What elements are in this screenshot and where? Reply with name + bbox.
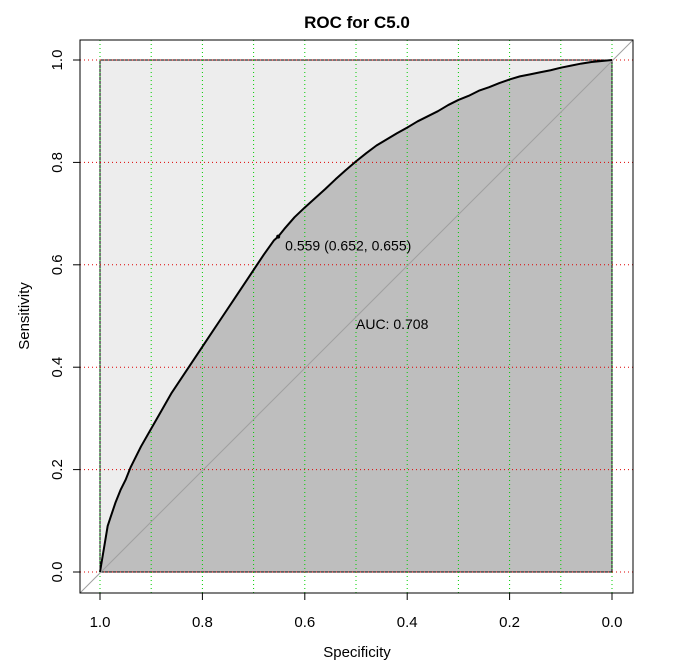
- roc-curve-line: [99, 59, 613, 573]
- x-tick-label: 0.8: [192, 614, 213, 631]
- auc-annotation: AUC: 0.708: [356, 316, 429, 332]
- y-tick-label: 0.2: [49, 459, 66, 480]
- axes: 1.0 0.8 0.6 0.4 0.2 0.0 0.0 0.2 0.4 0.6 0.8 1.0: [49, 50, 622, 631]
- y-tick-label: 0.8: [49, 152, 66, 173]
- threshold-annotation: 0.559 (0.652, 0.655): [285, 238, 411, 254]
- chance-diagonal: [79, 39, 634, 594]
- x-tick-label: 0.0: [602, 614, 623, 631]
- y-tick-label: 1.0: [49, 50, 66, 71]
- grid-lines: [80, 40, 633, 593]
- y-tick-label: 0.4: [49, 357, 66, 378]
- annotations: 0.559 (0.652, 0.655) AUC: 0.708: [285, 238, 428, 332]
- threshold-point: [276, 234, 281, 239]
- x-tick-label: 0.6: [294, 614, 315, 631]
- x-tick-label: 1.0: [90, 614, 111, 631]
- y-axis-label: Sensitivity: [16, 282, 33, 350]
- y-tick-label: 0.6: [49, 254, 66, 275]
- y-tick-label: 0.0: [49, 562, 66, 583]
- chart-title: ROC for C5.0: [304, 13, 410, 32]
- x-tick-label: 0.2: [499, 614, 520, 631]
- x-tick-label: 0.4: [397, 614, 418, 631]
- roc-curve-layer: [79, 39, 634, 594]
- x-axis-label: Specificity: [323, 644, 391, 661]
- plot-frame: [79, 39, 634, 594]
